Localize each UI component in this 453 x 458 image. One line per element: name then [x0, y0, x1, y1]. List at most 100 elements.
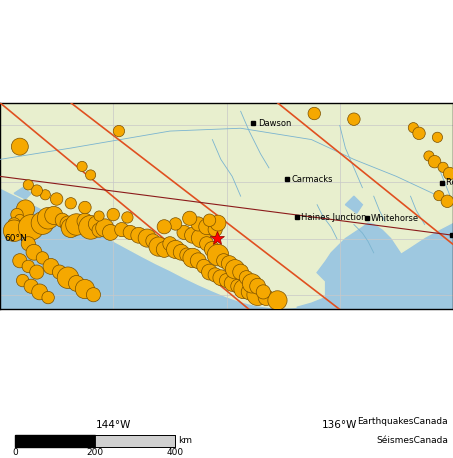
Circle shape — [88, 216, 104, 232]
Circle shape — [123, 225, 137, 240]
Text: 60°N: 60°N — [4, 234, 27, 243]
Text: 136°W: 136°W — [322, 420, 357, 431]
Circle shape — [92, 223, 106, 237]
Circle shape — [239, 271, 253, 285]
Text: Dawson: Dawson — [258, 119, 291, 128]
Circle shape — [208, 223, 222, 237]
Circle shape — [45, 207, 63, 224]
Circle shape — [11, 138, 28, 155]
Circle shape — [31, 212, 54, 234]
Circle shape — [61, 218, 81, 238]
Circle shape — [55, 213, 69, 227]
Circle shape — [348, 113, 360, 125]
Circle shape — [30, 265, 44, 279]
Circle shape — [258, 289, 274, 305]
Circle shape — [77, 213, 93, 229]
Circle shape — [203, 214, 216, 227]
Circle shape — [113, 125, 125, 137]
Circle shape — [207, 244, 229, 266]
Circle shape — [190, 253, 206, 269]
Circle shape — [183, 211, 197, 225]
Circle shape — [32, 284, 48, 300]
Circle shape — [163, 237, 177, 251]
Circle shape — [210, 215, 226, 231]
Circle shape — [157, 220, 171, 234]
Circle shape — [408, 123, 419, 133]
Text: Carmacks: Carmacks — [292, 174, 333, 184]
Circle shape — [250, 278, 265, 294]
Circle shape — [438, 162, 448, 172]
Circle shape — [149, 237, 168, 256]
Circle shape — [23, 180, 34, 190]
Circle shape — [36, 252, 49, 264]
Circle shape — [146, 234, 160, 248]
Bar — [15, 435, 175, 447]
Circle shape — [177, 225, 191, 240]
Circle shape — [429, 155, 441, 168]
Circle shape — [24, 279, 38, 293]
Circle shape — [19, 215, 44, 240]
Circle shape — [138, 229, 156, 247]
Circle shape — [43, 258, 59, 274]
Circle shape — [94, 211, 104, 221]
Circle shape — [40, 190, 50, 200]
Circle shape — [37, 207, 59, 229]
Circle shape — [3, 220, 25, 241]
Circle shape — [202, 264, 217, 280]
Circle shape — [66, 214, 87, 235]
Circle shape — [217, 254, 231, 268]
Circle shape — [57, 267, 79, 289]
Circle shape — [96, 219, 114, 237]
Circle shape — [18, 220, 28, 230]
Circle shape — [166, 240, 184, 258]
Circle shape — [208, 268, 222, 282]
Circle shape — [180, 248, 194, 262]
Circle shape — [432, 132, 443, 142]
Circle shape — [22, 260, 34, 273]
Circle shape — [86, 170, 96, 180]
Polygon shape — [345, 196, 362, 213]
Circle shape — [183, 248, 202, 267]
Circle shape — [13, 254, 27, 268]
Circle shape — [53, 265, 67, 279]
Circle shape — [102, 224, 118, 240]
Circle shape — [65, 197, 77, 209]
Polygon shape — [0, 103, 453, 308]
Bar — [95, 435, 175, 447]
Text: EarthquakesCanada: EarthquakesCanada — [357, 417, 448, 426]
Circle shape — [197, 259, 211, 273]
Circle shape — [256, 285, 270, 299]
Circle shape — [42, 291, 54, 304]
Circle shape — [87, 288, 101, 302]
Circle shape — [191, 217, 205, 231]
Text: 400: 400 — [166, 447, 183, 457]
Circle shape — [26, 244, 42, 260]
Polygon shape — [297, 223, 425, 310]
Text: SéismesCanada: SéismesCanada — [376, 436, 448, 445]
Circle shape — [11, 208, 23, 221]
Text: km: km — [178, 436, 192, 445]
Circle shape — [60, 216, 76, 232]
Text: Whitehorse: Whitehorse — [371, 214, 419, 223]
Circle shape — [31, 185, 43, 196]
Circle shape — [233, 264, 249, 280]
Circle shape — [219, 273, 234, 288]
Circle shape — [200, 237, 214, 251]
Text: 200: 200 — [87, 447, 104, 457]
Circle shape — [231, 279, 245, 293]
Circle shape — [234, 279, 253, 299]
Circle shape — [226, 260, 245, 279]
Circle shape — [77, 161, 87, 172]
Circle shape — [241, 284, 257, 300]
Circle shape — [8, 218, 20, 230]
Text: Haines Junction: Haines Junction — [301, 213, 366, 222]
Circle shape — [14, 214, 25, 224]
Circle shape — [247, 284, 268, 305]
Circle shape — [441, 195, 453, 207]
Circle shape — [156, 241, 172, 257]
Circle shape — [79, 215, 102, 239]
Circle shape — [173, 244, 189, 260]
Circle shape — [222, 256, 237, 272]
Circle shape — [424, 151, 434, 161]
Circle shape — [443, 167, 453, 180]
